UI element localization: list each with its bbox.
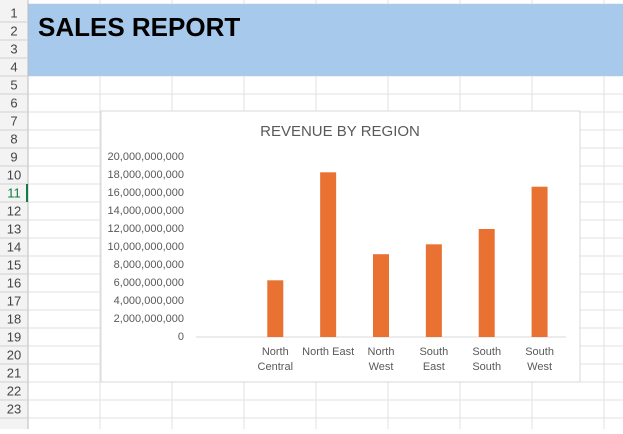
y-tick-label: 14,000,000,000 (108, 205, 184, 217)
row-header: 9 (10, 149, 17, 164)
row-header: 16 (7, 275, 21, 290)
sheet-title: SALES REPORT (38, 12, 240, 42)
x-tick-label: South South (472, 346, 501, 373)
row-header: 1 (10, 5, 17, 20)
row-header: 11 (7, 185, 21, 200)
x-tick-label: South East (419, 346, 448, 373)
x-tick-label: North East (302, 346, 354, 358)
y-tick-label: 2,000,000,000 (114, 313, 184, 325)
y-tick-label: 4,000,000,000 (114, 295, 184, 307)
bar (531, 186, 548, 337)
y-tick-label: 12,000,000,000 (108, 223, 184, 235)
row-header: 5 (10, 77, 17, 92)
row-header: 2 (10, 23, 17, 38)
row-header: 23 (7, 401, 21, 416)
y-tick-label: 8,000,000,000 (114, 259, 184, 271)
bar (267, 280, 284, 337)
row-header: 20 (7, 347, 21, 362)
row-header: 17 (7, 293, 21, 308)
y-tick-label: 6,000,000,000 (114, 277, 184, 289)
row-header: 13 (7, 221, 21, 236)
bar (425, 244, 442, 337)
chart-title: REVENUE BY REGION (260, 123, 420, 140)
row-header: 18 (7, 311, 21, 326)
chart: 0 2,000,000,000 4,000,000,000 6,000,000,000… (108, 151, 566, 373)
row-header: 10 (7, 167, 21, 182)
row-header: 4 (10, 59, 17, 74)
title-band (28, 4, 623, 76)
y-tick-label: 0 (178, 331, 184, 343)
row-header: 21 (7, 365, 21, 380)
row-header: 8 (10, 131, 17, 146)
row-header: 14 (7, 239, 21, 254)
row-header: 22 (7, 383, 21, 398)
y-tick-label: 10,000,000,000 (108, 241, 184, 253)
y-tick-label: 20,000,000,000 (108, 151, 184, 163)
row-header: 12 (7, 203, 21, 218)
row-header: 3 (10, 41, 17, 56)
bar (373, 254, 389, 337)
bar (320, 172, 337, 337)
x-tick-label: North West (368, 346, 395, 373)
y-tick-label: 18,000,000,000 (108, 169, 184, 181)
x-tick-label: South West (525, 346, 554, 373)
row-header: 6 (10, 95, 17, 110)
row-header: 15 (7, 257, 21, 272)
row-header-column (0, 0, 28, 429)
row-header: 7 (10, 113, 17, 128)
bar (478, 229, 495, 337)
row-header: 19 (7, 329, 21, 344)
y-tick-label: 16,000,000,000 (108, 187, 184, 199)
x-tick-label: North Central (258, 346, 293, 373)
